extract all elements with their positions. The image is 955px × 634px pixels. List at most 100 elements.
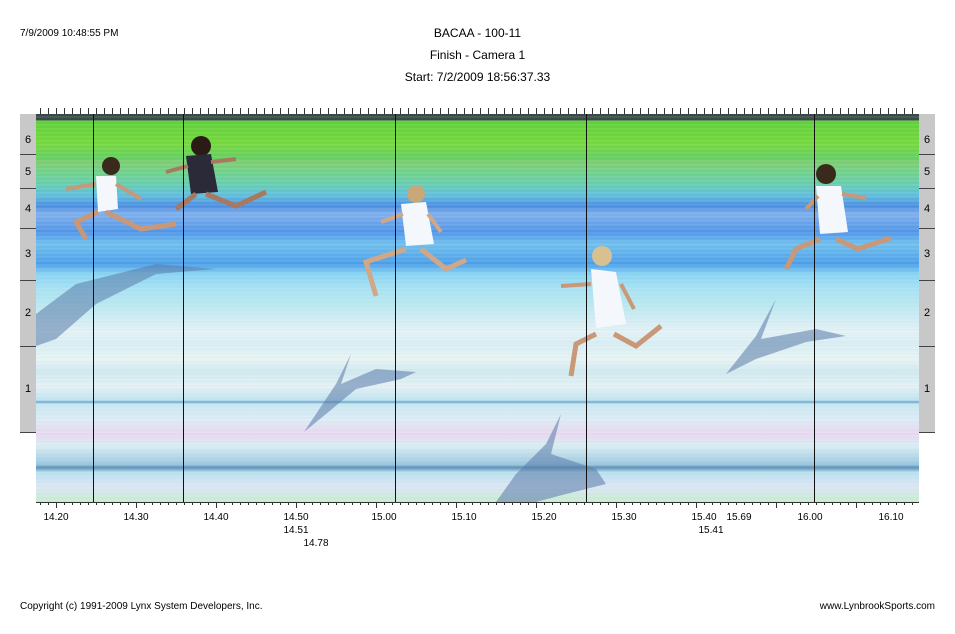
top-axis-tick (320, 108, 321, 114)
top-axis-tick (232, 108, 233, 114)
axis-tick (160, 502, 161, 505)
tick-label: 14.50 (283, 512, 309, 523)
axis-tick (720, 502, 721, 505)
lane-divider (919, 188, 935, 189)
lane-divider (20, 188, 36, 189)
axis-tick (320, 502, 321, 505)
runners (65, 136, 892, 377)
top-axis-tick (592, 108, 593, 114)
top-axis-tick (840, 108, 841, 114)
top-axis-tick (784, 108, 785, 114)
axis-tick (176, 502, 177, 505)
top-axis-tick (256, 108, 257, 114)
axis-tick (488, 502, 489, 505)
top-axis-tick (552, 108, 553, 114)
lane-divider (20, 346, 36, 347)
top-axis-tick (64, 108, 65, 114)
lane-label-5-right: 5 (923, 166, 931, 178)
tick-label: 14.30 (123, 512, 149, 523)
axis-tick (760, 502, 761, 505)
time-line[interactable] (814, 114, 815, 502)
shadows (36, 264, 846, 502)
top-axis-tick (600, 108, 601, 114)
lane-label-5: 5 (24, 166, 32, 178)
top-axis-tick (640, 108, 641, 114)
axis-tick (608, 502, 609, 505)
time-line[interactable] (93, 114, 94, 502)
tick-label: 16.00 (797, 512, 823, 523)
axis-tick (832, 502, 833, 505)
top-axis-tick (648, 108, 649, 114)
top-axis-tick (576, 108, 577, 114)
axis-tick (472, 502, 473, 505)
axis-tick (648, 502, 649, 505)
top-axis-tick (456, 108, 457, 114)
top-axis-tick (216, 108, 217, 114)
camera-title: Finish - Camera 1 (429, 48, 526, 62)
top-axis-tick (264, 108, 265, 114)
axis-tick (688, 502, 689, 505)
top-axis-tick (144, 108, 145, 114)
top-axis-tick (240, 108, 241, 114)
top-axis-tick (768, 108, 769, 114)
axis-tick (464, 502, 465, 505)
top-axis-tick (800, 108, 801, 114)
lane-label-6: 6 (24, 134, 32, 146)
top-axis-tick (208, 108, 209, 114)
top-axis-tick (200, 108, 201, 114)
axis-tick (48, 502, 49, 505)
lane-label-4-right: 4 (923, 203, 931, 215)
lane-divider (919, 154, 935, 155)
axis-tick (296, 502, 297, 508)
axis-tick (664, 502, 665, 505)
top-axis-tick (888, 108, 889, 114)
axis-tick (328, 502, 329, 505)
axis-tick (728, 502, 729, 505)
axis-tick (616, 502, 617, 508)
top-axis-tick (656, 108, 657, 114)
top-axis-tick (432, 108, 433, 114)
lane-divider (919, 280, 935, 281)
axis-tick (120, 502, 121, 505)
axis-tick (392, 502, 393, 505)
site-link[interactable]: www.LynbrookSports.com (819, 601, 935, 612)
axis-tick (800, 502, 801, 505)
lane-divider (20, 280, 36, 281)
time-line[interactable] (395, 114, 396, 502)
athlete-figures (36, 136, 892, 502)
time-line[interactable] (183, 114, 184, 502)
axis-tick (272, 502, 273, 505)
axis-tick (784, 502, 785, 505)
top-axis-tick (336, 108, 337, 114)
top-axis-tick (536, 108, 537, 114)
time-line[interactable] (586, 114, 587, 502)
axis-tick (192, 502, 193, 505)
tick-label: 15.10 (451, 512, 477, 523)
top-axis-tick (376, 108, 377, 114)
time-axis (36, 502, 919, 503)
top-axis-tick (384, 108, 385, 114)
top-axis-tick (704, 108, 705, 114)
top-axis-tick (680, 108, 681, 114)
top-axis-tick (168, 108, 169, 114)
axis-tick (840, 502, 841, 505)
axis-tick (560, 502, 561, 505)
axis-tick (416, 502, 417, 505)
lane-label-3-right: 3 (923, 248, 931, 260)
axis-tick (80, 502, 81, 505)
axis-tick (528, 502, 529, 505)
top-axis-tick (152, 108, 153, 114)
axis-tick (424, 502, 425, 505)
axis-tick (104, 502, 105, 505)
top-axis-tick (872, 108, 873, 114)
axis-tick (448, 502, 449, 505)
top-axis-tick (512, 108, 513, 114)
top-axis-tick (528, 108, 529, 114)
axis-tick (344, 502, 345, 505)
top-axis-tick (136, 108, 137, 114)
top-axis-tick (352, 108, 353, 114)
axis-tick (240, 502, 241, 505)
top-axis-tick (728, 108, 729, 114)
top-axis-tick (272, 108, 273, 114)
axis-tick (552, 502, 553, 505)
